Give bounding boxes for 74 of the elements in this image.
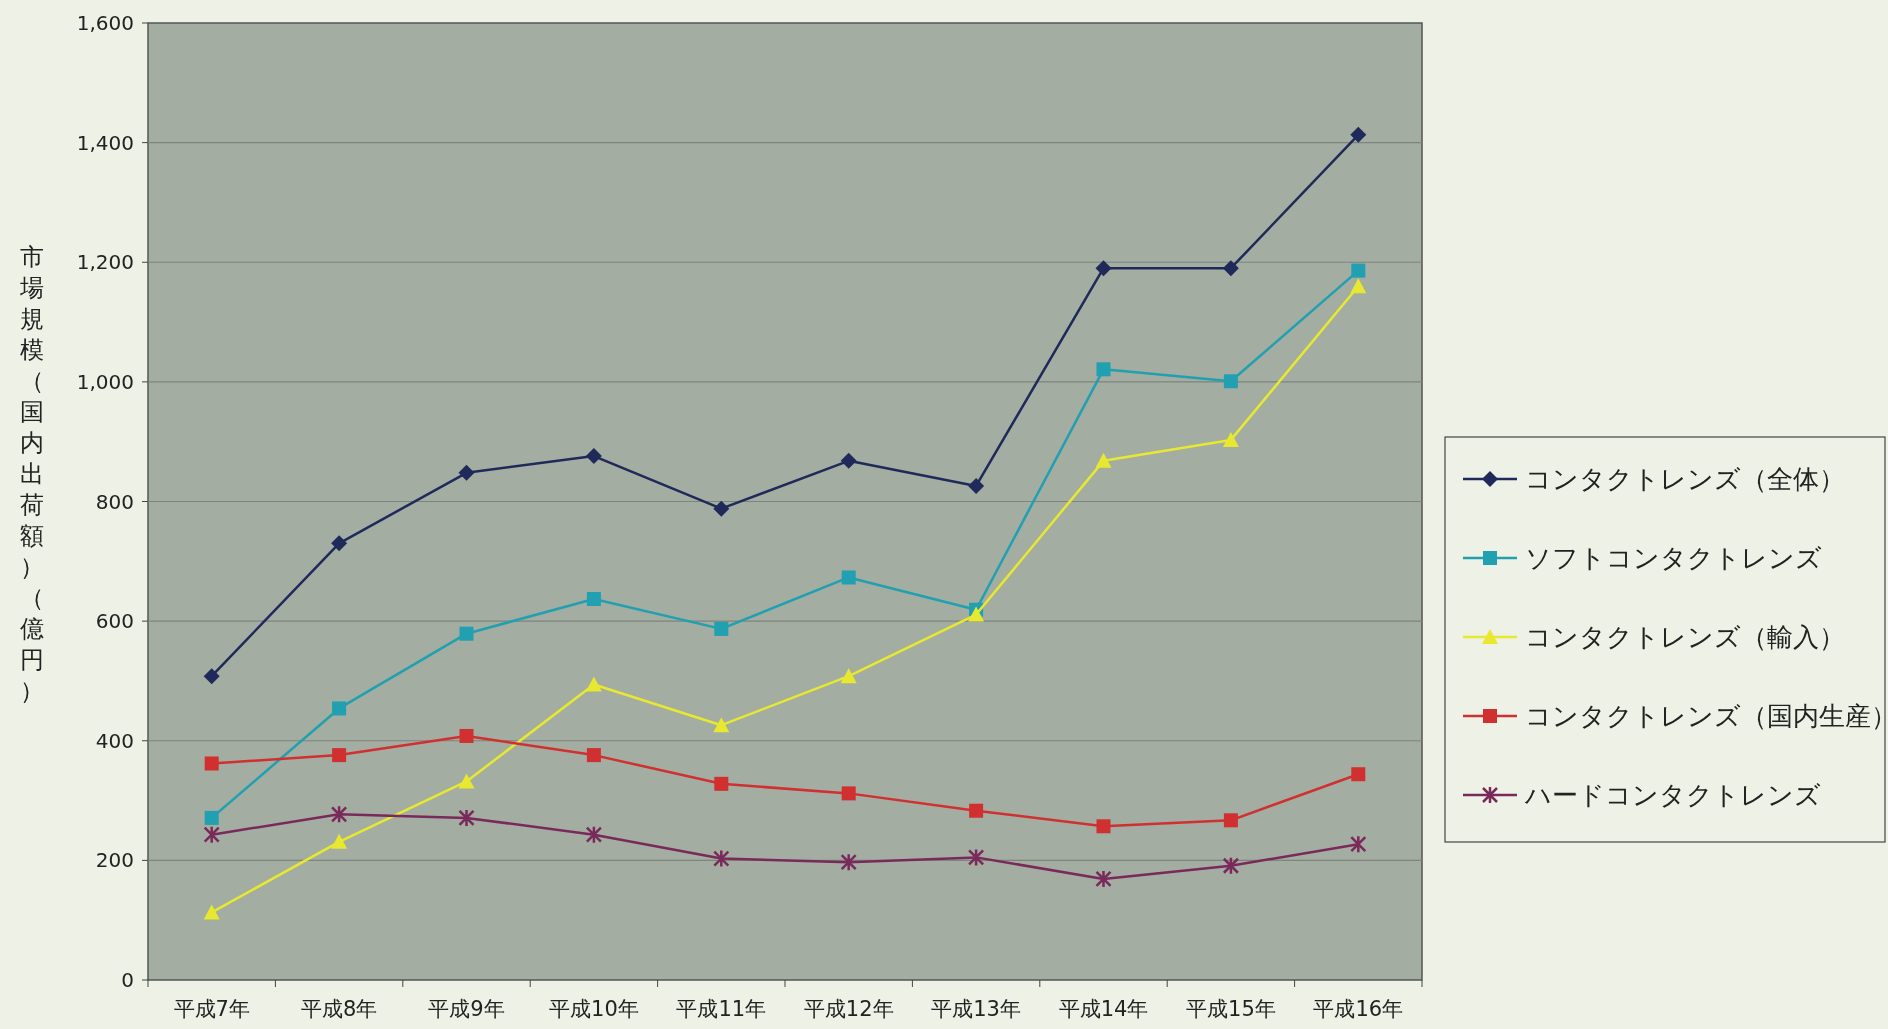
y-tick-label: 800 xyxy=(95,489,134,514)
point xyxy=(585,448,602,465)
x-tick-label: 平成10年 xyxy=(549,997,639,1021)
y-tick-label: 200 xyxy=(95,848,134,873)
point xyxy=(841,786,856,801)
legend-label: コンタクトレンズ（全体） xyxy=(1525,464,1845,494)
y-tick-label: 1,200 xyxy=(76,250,134,275)
point xyxy=(458,808,475,828)
x-tick-label: 平成13年 xyxy=(931,997,1021,1021)
point xyxy=(1222,856,1240,876)
x-tick-label: 平成14年 xyxy=(1058,997,1149,1021)
point xyxy=(1223,374,1238,389)
point xyxy=(332,748,347,763)
x-tick-label: 平成15年 xyxy=(1186,997,1276,1021)
point xyxy=(458,464,475,481)
point xyxy=(459,728,474,743)
point xyxy=(204,810,219,825)
point xyxy=(714,621,729,636)
point xyxy=(331,833,348,849)
y-tick-label: 1,400 xyxy=(76,130,134,155)
point xyxy=(1095,260,1112,277)
legend-label: コンタクトレンズ（国内生産） xyxy=(1525,701,1888,731)
point xyxy=(840,852,857,872)
y-tick-label: 600 xyxy=(95,609,134,634)
point xyxy=(1096,362,1111,377)
x-tick-label: 平成9年 xyxy=(428,997,505,1021)
point xyxy=(840,452,857,469)
point xyxy=(714,776,729,791)
legend-label: ソフトコンタクトレンズ xyxy=(1525,543,1822,573)
point xyxy=(586,748,601,763)
legend-label: ハードコンタクトレンズ xyxy=(1524,780,1821,810)
point xyxy=(332,701,347,716)
point xyxy=(330,805,348,824)
x-tick-label: 平成12年 xyxy=(803,997,894,1021)
y-tick-label: 400 xyxy=(95,728,134,753)
point xyxy=(331,535,348,552)
point xyxy=(1350,834,1367,854)
point xyxy=(840,668,857,684)
point xyxy=(1350,278,1367,294)
point xyxy=(585,676,602,692)
point xyxy=(713,849,730,868)
y-tick-label: 0 xyxy=(121,968,134,992)
point xyxy=(1350,126,1367,143)
point xyxy=(458,773,475,789)
point xyxy=(967,848,985,867)
point xyxy=(586,591,601,606)
point xyxy=(585,825,603,844)
point xyxy=(1351,767,1366,782)
point xyxy=(1222,260,1239,277)
point xyxy=(1351,263,1366,278)
legend-label: コンタクトレンズ（輸入） xyxy=(1525,622,1845,652)
point xyxy=(203,825,220,844)
text: 市場規模（国内出荷額）（億円） xyxy=(20,243,44,705)
y-tick-label: 1,000 xyxy=(76,369,134,394)
point xyxy=(969,803,984,818)
x-tick-label: 平成7年 xyxy=(173,997,250,1021)
point xyxy=(968,477,985,494)
point xyxy=(1096,819,1111,834)
point xyxy=(1223,813,1238,828)
point xyxy=(713,717,730,733)
point xyxy=(1222,431,1239,447)
point xyxy=(1095,452,1112,468)
point xyxy=(203,668,220,685)
point xyxy=(1095,869,1112,889)
point xyxy=(203,904,220,920)
point xyxy=(713,500,730,517)
point xyxy=(459,626,474,641)
x-tick-label: 平成16年 xyxy=(1313,997,1404,1021)
y-tick-label: 1,600 xyxy=(76,11,134,35)
x-tick-label: 平成8年 xyxy=(300,997,378,1021)
point xyxy=(204,756,219,771)
x-tick-label: 平成11年 xyxy=(676,997,767,1021)
point xyxy=(841,570,856,585)
point xyxy=(968,606,985,622)
